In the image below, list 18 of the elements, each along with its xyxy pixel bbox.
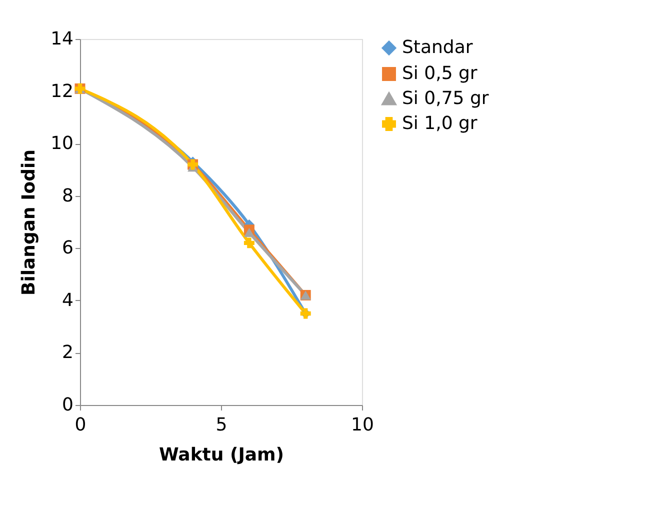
x-axis-title: Waktu (Jam) — [158, 444, 284, 466]
y-tick-label: 12 — [50, 80, 74, 102]
x-tick-label: 5 — [216, 414, 228, 436]
legend-label: Si 1,0 gr — [402, 113, 478, 134]
x-tick-label: 10 — [351, 414, 374, 436]
y-tick-label: 4 — [62, 290, 74, 311]
y-tick-label: 14 — [50, 28, 74, 50]
y-tick-label: 2 — [62, 342, 74, 364]
y-tick-label: 0 — [62, 394, 74, 416]
legend-label: Si 0,75 gr — [402, 88, 490, 109]
y-tick-label: 8 — [62, 185, 74, 206]
y-axis-title: Bilangan Iodin — [18, 149, 40, 296]
y-tick-label: 10 — [50, 133, 74, 154]
legend-label: Si 0,5 gr — [402, 63, 478, 84]
y-tick-label: 6 — [62, 238, 74, 259]
point — [244, 238, 254, 248]
legend-label: Standar — [402, 37, 474, 58]
point — [244, 228, 254, 237]
